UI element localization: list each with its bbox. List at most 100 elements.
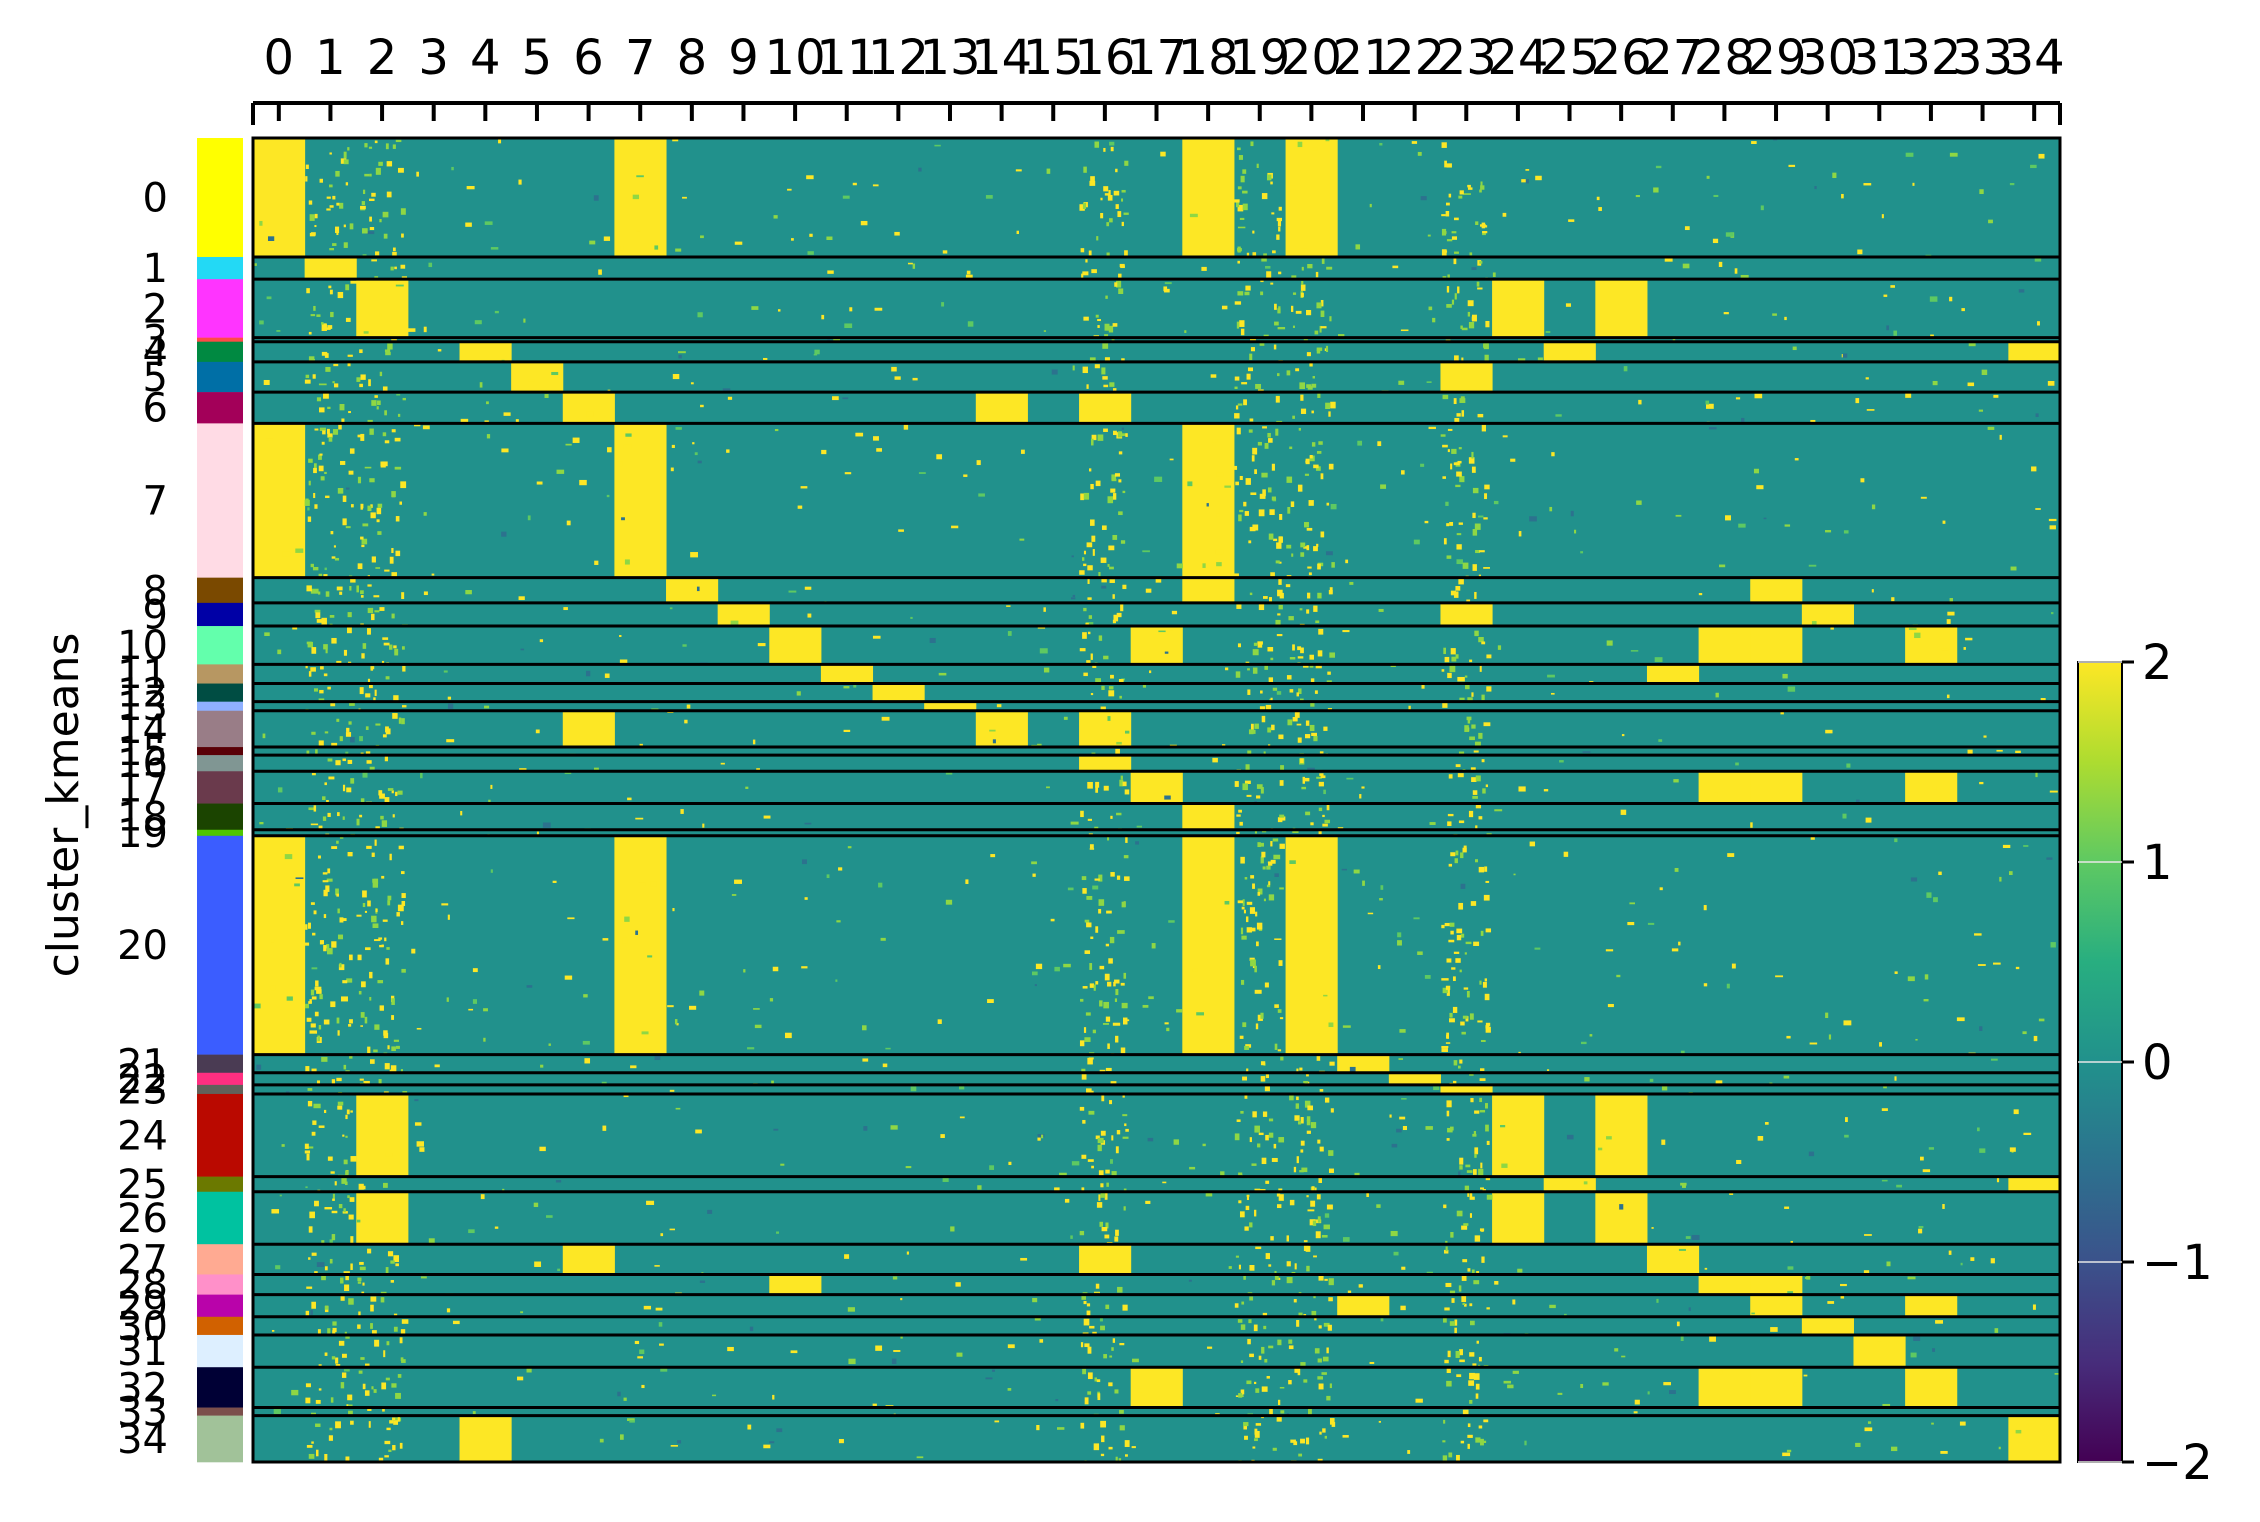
heatmap-cell xyxy=(1270,1236,1274,1241)
heatmap-cell xyxy=(323,914,327,919)
heatmap-cell xyxy=(1937,657,1941,664)
heatmap-cell xyxy=(1459,398,1466,403)
heatmap-cell xyxy=(1932,786,1937,790)
column-label-29: 29 xyxy=(1746,30,1807,86)
heatmap-cell xyxy=(1319,773,1324,776)
heatmap-cell xyxy=(348,411,351,414)
heatmap-cell-high xyxy=(304,256,357,280)
heatmap-cell xyxy=(330,1171,335,1174)
heatmap-cell xyxy=(1240,175,1245,183)
heatmap-cell xyxy=(1485,880,1490,883)
heatmap-cell xyxy=(1447,449,1450,453)
heatmap-cell xyxy=(1124,789,1130,795)
heatmap-cell xyxy=(1043,607,1046,612)
heatmap-cell xyxy=(348,954,353,961)
heatmap-cell xyxy=(1081,876,1087,881)
heatmap-cell xyxy=(1908,627,1917,631)
heatmap-cell xyxy=(501,448,509,453)
heatmap-cell xyxy=(1397,932,1402,938)
heatmap-cell xyxy=(465,222,472,227)
heatmap-cell xyxy=(1672,338,1676,342)
heatmap-cell xyxy=(1306,352,1311,357)
heatmap-cell xyxy=(359,814,363,818)
heatmap-cell xyxy=(1392,265,1399,269)
heatmap-cell xyxy=(1082,1368,1087,1375)
heatmap-cell xyxy=(1825,1012,1829,1019)
heatmap-cell xyxy=(348,470,354,475)
column-label-20: 20 xyxy=(1281,30,1342,86)
heatmap-cell xyxy=(1651,1227,1654,1229)
heatmap-cell xyxy=(1252,447,1258,455)
heatmap-cell xyxy=(1244,877,1248,880)
heatmap-cell xyxy=(2048,518,2057,522)
heatmap-cell xyxy=(423,512,427,516)
heatmap-cell xyxy=(1307,592,1311,599)
heatmap-cell xyxy=(1361,786,1365,789)
cluster-label-33: 33 xyxy=(117,1390,168,1436)
heatmap-cell xyxy=(1252,883,1255,889)
heatmap-frame xyxy=(251,136,2062,1464)
heatmap-cell xyxy=(256,1064,262,1070)
heatmap-cell xyxy=(339,835,344,839)
heatmap-cell xyxy=(1246,901,1253,905)
cluster-color-25 xyxy=(197,1176,243,1193)
heatmap-cell xyxy=(1121,433,1127,437)
heatmap-cell xyxy=(1274,1004,1279,1008)
heatmap-cell xyxy=(1264,443,1269,449)
heatmap-cell xyxy=(400,1069,403,1072)
heatmap-cell xyxy=(310,314,316,317)
heatmap-cell xyxy=(671,444,675,448)
heatmap-cell xyxy=(324,1207,333,1210)
heatmap-cell xyxy=(1756,485,1764,490)
heatmap-cell xyxy=(1260,1076,1266,1082)
heatmap-cell xyxy=(318,454,322,460)
heatmap-cell xyxy=(389,644,393,650)
heatmap-cell xyxy=(1456,471,1462,477)
heatmap-cell xyxy=(329,152,332,155)
heatmap-cell xyxy=(1234,199,1240,203)
heatmap-cell xyxy=(875,1345,883,1351)
heatmap-cell xyxy=(1311,383,1317,388)
heatmap-cell xyxy=(379,1005,384,1011)
heatmap-cell xyxy=(253,263,257,266)
heatmap-cell xyxy=(337,1101,344,1106)
heatmap-cell xyxy=(1635,195,1640,198)
heatmap-cell xyxy=(894,231,900,236)
heatmap-cell xyxy=(774,428,779,432)
heatmap-cell xyxy=(1684,226,1690,231)
heatmap-cell xyxy=(639,743,643,747)
heatmap-cell xyxy=(374,395,378,398)
heatmap-cell xyxy=(1942,520,1946,524)
heatmap-cell-high xyxy=(666,577,719,604)
heatmap-cell xyxy=(2037,321,2040,326)
heatmap-cell xyxy=(1317,1358,1322,1363)
heatmap-cell xyxy=(1310,1200,1316,1207)
heatmap-cell xyxy=(451,166,454,171)
heatmap-cell xyxy=(1449,1290,1456,1295)
heatmap-cell xyxy=(320,476,325,481)
heatmap-cell xyxy=(1479,261,1483,264)
heatmap-cell xyxy=(328,285,332,289)
heatmap-cell xyxy=(1240,1110,1244,1114)
heatmap-cell xyxy=(1109,141,1115,146)
heatmap-cell xyxy=(1474,859,1479,863)
heatmap-cell xyxy=(1272,838,1279,842)
heatmap-cell xyxy=(1100,1183,1104,1188)
cluster-color-11 xyxy=(197,664,243,684)
heatmap-cell xyxy=(331,941,337,948)
heatmap-cell xyxy=(1269,1408,1273,1416)
heatmap-cell xyxy=(483,1008,488,1012)
heatmap-cell xyxy=(1164,651,1169,654)
heatmap-cell xyxy=(1261,1346,1265,1354)
heatmap-cell xyxy=(1286,370,1291,376)
heatmap-cell xyxy=(945,771,953,775)
heatmap-cell xyxy=(341,996,348,1002)
heatmap-cell xyxy=(325,327,331,330)
heatmap-cell xyxy=(1480,1162,1483,1169)
heatmap-cell xyxy=(1326,1204,1333,1210)
heatmap-cell xyxy=(1114,282,1118,287)
heatmap-cell xyxy=(1483,722,1491,727)
heatmap-cell xyxy=(1467,1443,1470,1449)
heatmap-cell xyxy=(306,1017,312,1022)
heatmap-cell xyxy=(849,307,853,312)
